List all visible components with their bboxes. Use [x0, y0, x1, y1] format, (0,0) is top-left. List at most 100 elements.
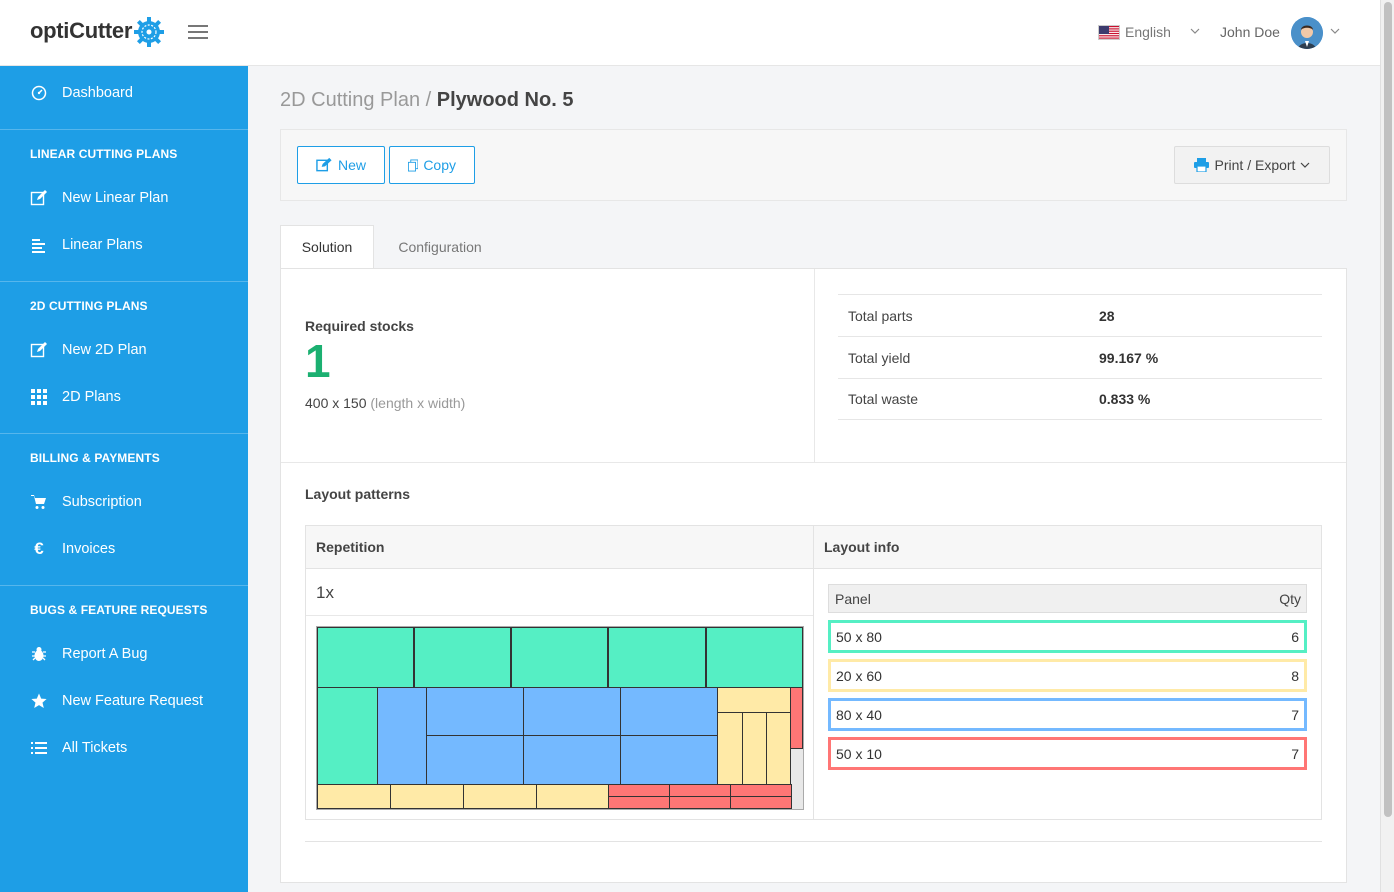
panel-piece	[536, 784, 609, 809]
sidebar-item-label: New Linear Plan	[62, 190, 169, 206]
user-name[interactable]: John Doe	[1220, 24, 1280, 40]
sidebar-item-linear-plans[interactable]: Linear Plans	[0, 225, 248, 265]
sidebar-item-dashboard[interactable]: Dashboard	[0, 73, 248, 113]
chevron-down-icon	[1301, 162, 1310, 168]
grid-icon	[30, 388, 48, 406]
required-stocks-label: Required stocks	[305, 318, 414, 334]
stock-dimensions: 400 x 150 (length x width)	[305, 395, 465, 411]
dashboard-icon	[30, 84, 48, 102]
sidebar-item-label: New 2D Plan	[62, 342, 147, 358]
stat-value: 99.167 %	[1099, 349, 1159, 366]
panel-info-row: 50 x 80 6	[828, 620, 1307, 653]
new-button-label: New	[337, 157, 366, 173]
printer-icon	[1193, 158, 1209, 172]
language-selector[interactable]: English	[1098, 24, 1171, 40]
divider	[0, 433, 248, 434]
breadcrumb-parent[interactable]: 2D Cutting Plan /	[280, 89, 432, 111]
panel-piece	[620, 687, 718, 736]
scrollbar-thumb[interactable]	[1384, 2, 1392, 817]
panel-piece	[730, 796, 792, 809]
sidebar-item-all-tickets[interactable]: All Tickets	[0, 728, 248, 768]
copy-icon	[408, 159, 419, 171]
column-header-repetition: Repetition	[316, 539, 385, 555]
language-label: English	[1125, 24, 1171, 40]
panel-piece	[511, 627, 608, 688]
sidebar-item-new-2d-plan[interactable]: New 2D Plan	[0, 330, 248, 370]
panel-piece	[717, 712, 743, 785]
tab-configuration[interactable]: Configuration	[398, 239, 482, 255]
sidebar-item-label: New Feature Request	[62, 693, 204, 709]
chevron-down-icon[interactable]	[1330, 27, 1340, 35]
sidebar-section-title: 2D CUTTING PLANS	[30, 299, 148, 313]
stock-dims-value: 400 x 150	[305, 395, 367, 411]
stat-row: Total waste 0.833 %	[838, 378, 1322, 420]
divider	[0, 281, 248, 282]
cutting-layout-diagram[interactable]	[316, 626, 804, 810]
column-header-layout-info: Layout info	[824, 539, 900, 555]
panel-qty: 8	[1291, 668, 1299, 684]
sidebar-item-label: Report A Bug	[62, 646, 148, 662]
app-logo[interactable]: optiCutter	[30, 18, 133, 43]
breadcrumb: 2D Cutting Plan / Plywood No. 5	[280, 89, 573, 112]
solution-panel: Required stocks 1 400 x 150 (length x wi…	[280, 268, 1347, 883]
sidebar-item-label: All Tickets	[62, 740, 128, 756]
panel-size: 50 x 10	[836, 746, 882, 762]
panel-piece	[766, 712, 791, 785]
panel-piece	[317, 687, 378, 785]
sidebar-item-report-bug[interactable]: Report A Bug	[0, 634, 248, 674]
stat-value: 28	[1099, 307, 1115, 324]
sidebar-item-subscription[interactable]: Subscription	[0, 482, 248, 522]
divider	[306, 615, 813, 616]
panel-piece	[620, 735, 718, 785]
copy-button[interactable]: Copy	[389, 146, 475, 184]
menu-toggle-icon[interactable]	[188, 25, 208, 41]
qty-column-header: Qty	[1279, 591, 1301, 607]
print-export-button[interactable]: Print / Export	[1174, 146, 1330, 184]
panel-piece	[523, 687, 621, 736]
gear-logo-icon	[134, 17, 164, 47]
sidebar: Dashboard LINEAR CUTTING PLANS New Linea…	[0, 66, 248, 892]
panel-piece	[790, 687, 803, 749]
list-icon	[30, 739, 48, 757]
panel-piece	[377, 687, 427, 785]
panel-piece	[426, 687, 524, 736]
cart-icon	[30, 493, 48, 511]
panel-size: 20 x 60	[836, 668, 882, 684]
sidebar-item-label: Invoices	[62, 541, 116, 557]
page-title: Plywood No. 5	[436, 89, 574, 111]
sidebar-item-label: 2D Plans	[62, 389, 121, 405]
stat-label: Total yield	[848, 349, 911, 366]
us-flag-icon	[1098, 24, 1120, 40]
panel-column-header: Panel	[835, 591, 871, 607]
sidebar-item-new-linear-plan[interactable]: New Linear Plan	[0, 178, 248, 218]
panel-qty: 7	[1291, 707, 1299, 723]
panel-size: 80 x 40	[836, 707, 882, 723]
chevron-down-icon[interactable]	[1190, 27, 1200, 35]
list-icon	[30, 236, 48, 254]
panel-piece	[523, 735, 621, 785]
panel-piece	[706, 627, 803, 688]
panel-piece	[426, 735, 524, 785]
layout-patterns-title: Layout patterns	[305, 486, 411, 502]
sidebar-item-new-feature-request[interactable]: New Feature Request	[0, 681, 248, 721]
divider	[281, 462, 1346, 463]
stock-dims-hint: (length x width)	[370, 395, 466, 411]
stat-row: Total yield 99.167 %	[838, 336, 1322, 378]
new-button[interactable]: New	[297, 146, 385, 184]
stat-row: Total parts 28	[838, 294, 1322, 336]
panel-piece	[608, 627, 706, 688]
toolbar: New Copy Print / Export	[280, 129, 1347, 201]
top-header: optiCutter English John Doe	[0, 0, 1380, 66]
sidebar-item-invoices[interactable]: € Invoices	[0, 529, 248, 569]
sidebar-item-2d-plans[interactable]: 2D Plans	[0, 377, 248, 417]
panel-piece	[669, 796, 731, 809]
divider	[813, 526, 814, 819]
page-scrollbar[interactable]	[1380, 0, 1394, 892]
panel-piece	[317, 784, 391, 809]
tab-solution[interactable]: Solution	[280, 225, 374, 269]
panel-info-row: 50 x 10 7	[828, 737, 1307, 770]
panel-piece	[608, 796, 670, 809]
panel-piece	[414, 627, 511, 688]
copy-button-label: Copy	[423, 157, 456, 173]
avatar[interactable]	[1291, 17, 1323, 49]
